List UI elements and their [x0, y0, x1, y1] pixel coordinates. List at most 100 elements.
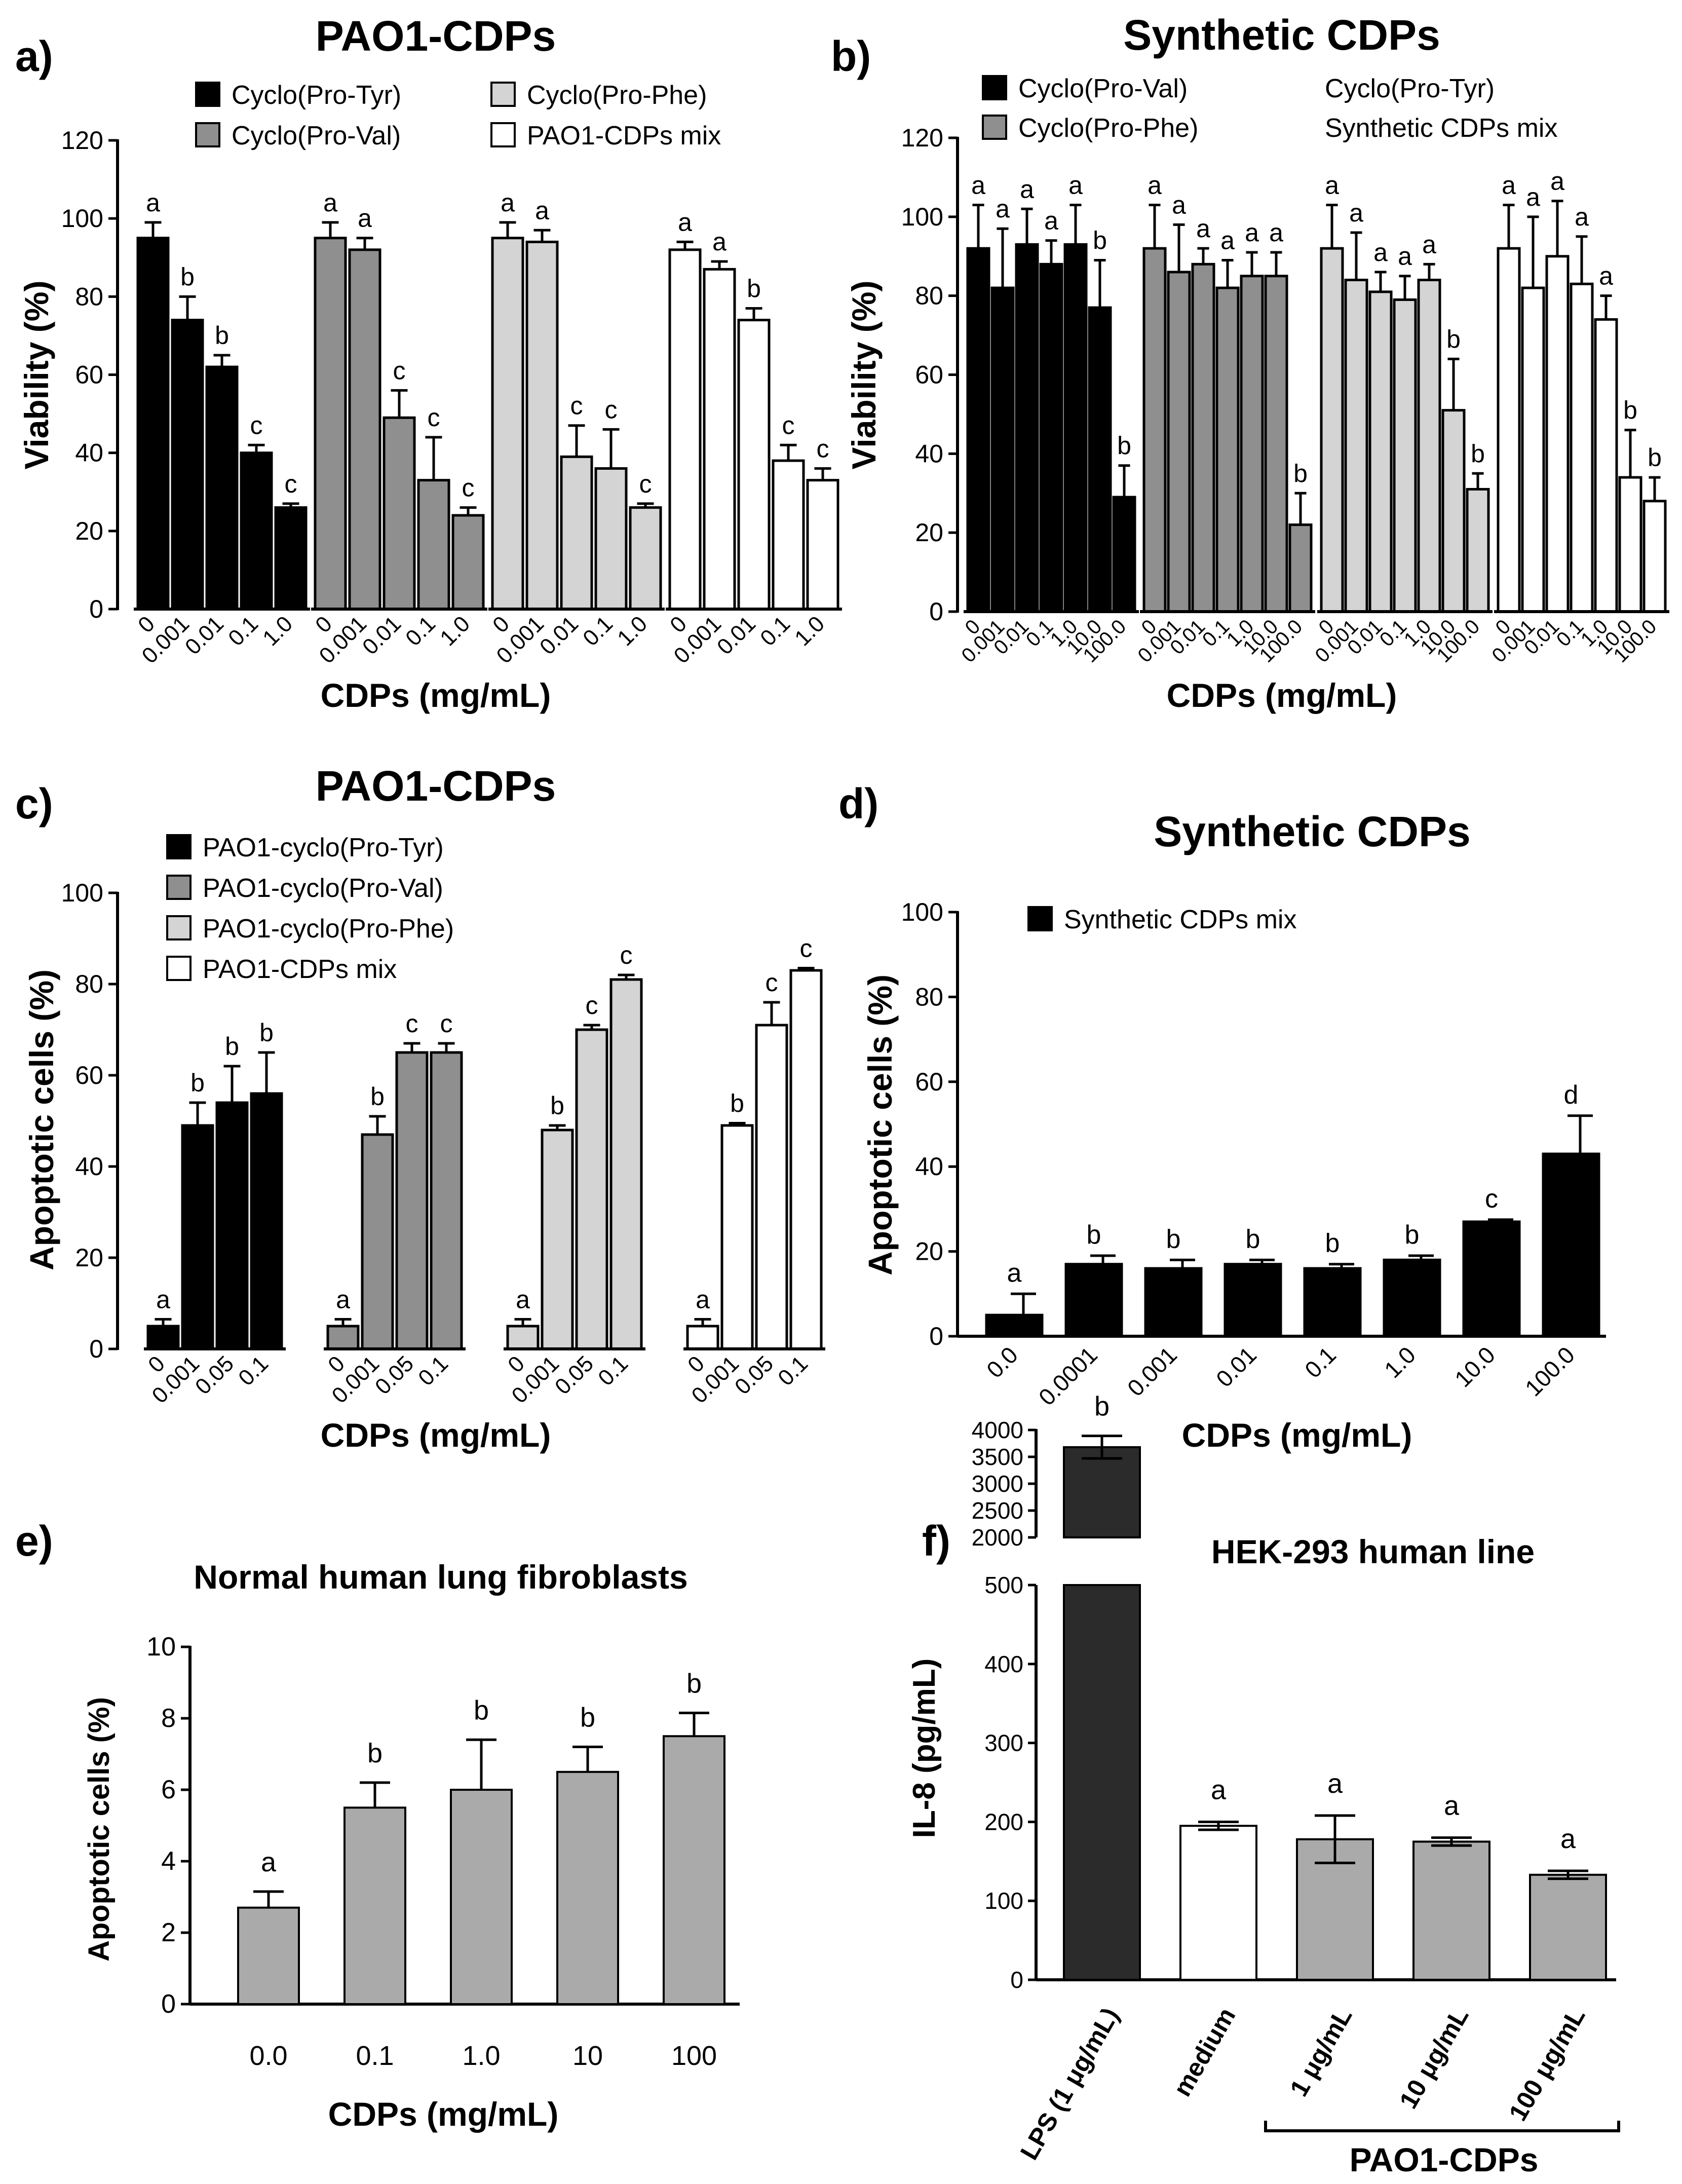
- bar: [1545, 255, 1570, 613]
- x-tick-label: 0.1: [356, 2041, 394, 2071]
- y-tick-label: 300: [984, 1730, 1023, 1756]
- bar: [663, 1735, 725, 2005]
- significance-letter: b: [1293, 459, 1308, 487]
- x-tick-label: 1.0: [435, 611, 475, 651]
- bar: [720, 1124, 754, 1350]
- significance-letter: b: [1471, 439, 1485, 468]
- y-tick-label: 120: [901, 124, 943, 152]
- significance-letter: a: [146, 189, 160, 217]
- x-tick-label: 0.05: [550, 1351, 598, 1399]
- significance-letter: b: [259, 1019, 274, 1047]
- y-tick-label: 60: [915, 1068, 943, 1096]
- legend-label: Cyclo(Pro-Phe): [1018, 114, 1198, 143]
- bar: [348, 248, 381, 611]
- y-tick-label: 100: [901, 203, 943, 231]
- bar: [361, 1133, 394, 1350]
- bar-upper-part: [1063, 1446, 1141, 1538]
- significance-letter: c: [393, 356, 406, 385]
- legend-swatch: [982, 75, 1007, 100]
- significance-letter: a: [1044, 207, 1058, 235]
- bar: [451, 514, 485, 611]
- significance-letter: a: [996, 195, 1010, 223]
- y-tick-label: 120: [61, 126, 103, 155]
- x-tick-label: 100: [671, 2041, 717, 2071]
- bar: [1368, 290, 1393, 613]
- legend-swatch: [490, 82, 516, 107]
- legend-swatch: [195, 82, 220, 107]
- legend-swatch: [166, 875, 192, 900]
- group-bracket: [1264, 2121, 1620, 2132]
- legend-label: Synthetic CDPs mix: [1325, 114, 1557, 143]
- significance-letter: a: [1148, 171, 1162, 199]
- legend-label: Synthetic CDPs mix: [1064, 905, 1296, 934]
- significance-letter: c: [285, 470, 297, 498]
- significance-letter: a: [1398, 242, 1412, 271]
- legend-label: PAO1-cyclo(Pro-Val): [203, 874, 443, 903]
- bar: [985, 1313, 1044, 1338]
- significance-letter: a: [1220, 227, 1235, 255]
- bar: [274, 506, 308, 611]
- significance-letter: a: [261, 1847, 277, 1877]
- y-tick-label: 100: [61, 879, 103, 907]
- bar: [1344, 279, 1368, 613]
- legend-swatch: [490, 122, 516, 147]
- x-tick-label: 100 μg/mL: [1503, 2003, 1590, 2126]
- legend-label: Cyclo(Pro-Tyr): [1325, 74, 1495, 103]
- significance-letter: b: [747, 274, 761, 303]
- bar: [506, 1325, 540, 1350]
- legend-label: Cyclo(Pro-Tyr): [232, 81, 401, 110]
- significance-letter: a: [696, 1286, 710, 1314]
- legend-label: PAO1-cyclo(Pro-Tyr): [203, 833, 444, 862]
- bar: [737, 319, 771, 611]
- bar: [789, 969, 823, 1350]
- y-tick-label: 40: [75, 439, 103, 467]
- significance-letter: b: [1325, 1229, 1340, 1258]
- bar: [171, 319, 204, 611]
- y-axis-label: Apoptotic cells (%): [23, 969, 60, 1270]
- legend-label: PAO1-CDPs mix: [203, 955, 397, 984]
- significance-letter: a: [1325, 171, 1339, 199]
- bar: [1240, 275, 1264, 613]
- significance-letter: a: [336, 1286, 350, 1314]
- bar: [703, 268, 736, 611]
- panel-title: Synthetic CDPs: [1123, 11, 1440, 59]
- y-tick-label: 0: [929, 1322, 943, 1350]
- x-tick-label: 0.05: [370, 1351, 418, 1399]
- bar: [609, 978, 643, 1350]
- x-tick-label: 0.01: [712, 611, 760, 659]
- x-tick-label: 1.0: [790, 611, 829, 651]
- bar: [491, 237, 524, 611]
- bar: [755, 1024, 788, 1350]
- x-tick-label: 0.01: [1211, 1341, 1262, 1392]
- x-tick-label: 10: [572, 2041, 603, 2071]
- y-tick-label: 40: [915, 1152, 943, 1181]
- y-tick-label: 80: [75, 970, 103, 998]
- significance-letter: a: [535, 196, 549, 224]
- bar: [1167, 271, 1191, 613]
- bar: [1412, 1840, 1490, 1981]
- bar: [1039, 262, 1063, 613]
- bar: [990, 286, 1015, 613]
- x-tick-label: 0.0: [981, 1341, 1023, 1383]
- y-tick-label: 3500: [972, 1444, 1023, 1470]
- bar: [575, 1028, 608, 1350]
- y-tick-label: 20: [75, 517, 103, 545]
- significance-letter: b: [580, 1702, 595, 1733]
- y-tick-label: 40: [915, 439, 943, 468]
- x-tick-label: 0.1: [773, 1351, 813, 1390]
- y-tick-label: 100: [984, 1888, 1023, 1914]
- bar: [1015, 243, 1039, 613]
- bar: [1570, 282, 1594, 613]
- bar: [1303, 1267, 1362, 1338]
- bar: [1320, 247, 1344, 613]
- bar: [1064, 1263, 1123, 1338]
- panel-label: a): [15, 32, 53, 80]
- significance-letter: b: [1246, 1224, 1260, 1254]
- y-tick-label: 60: [75, 1061, 103, 1089]
- significance-letter: b: [1446, 325, 1461, 353]
- significance-letter: a: [1444, 1791, 1460, 1821]
- significance-letter: a: [1020, 175, 1034, 203]
- x-tick-label: 0.1: [234, 1351, 273, 1390]
- x-tick-label: 0.1: [223, 611, 263, 651]
